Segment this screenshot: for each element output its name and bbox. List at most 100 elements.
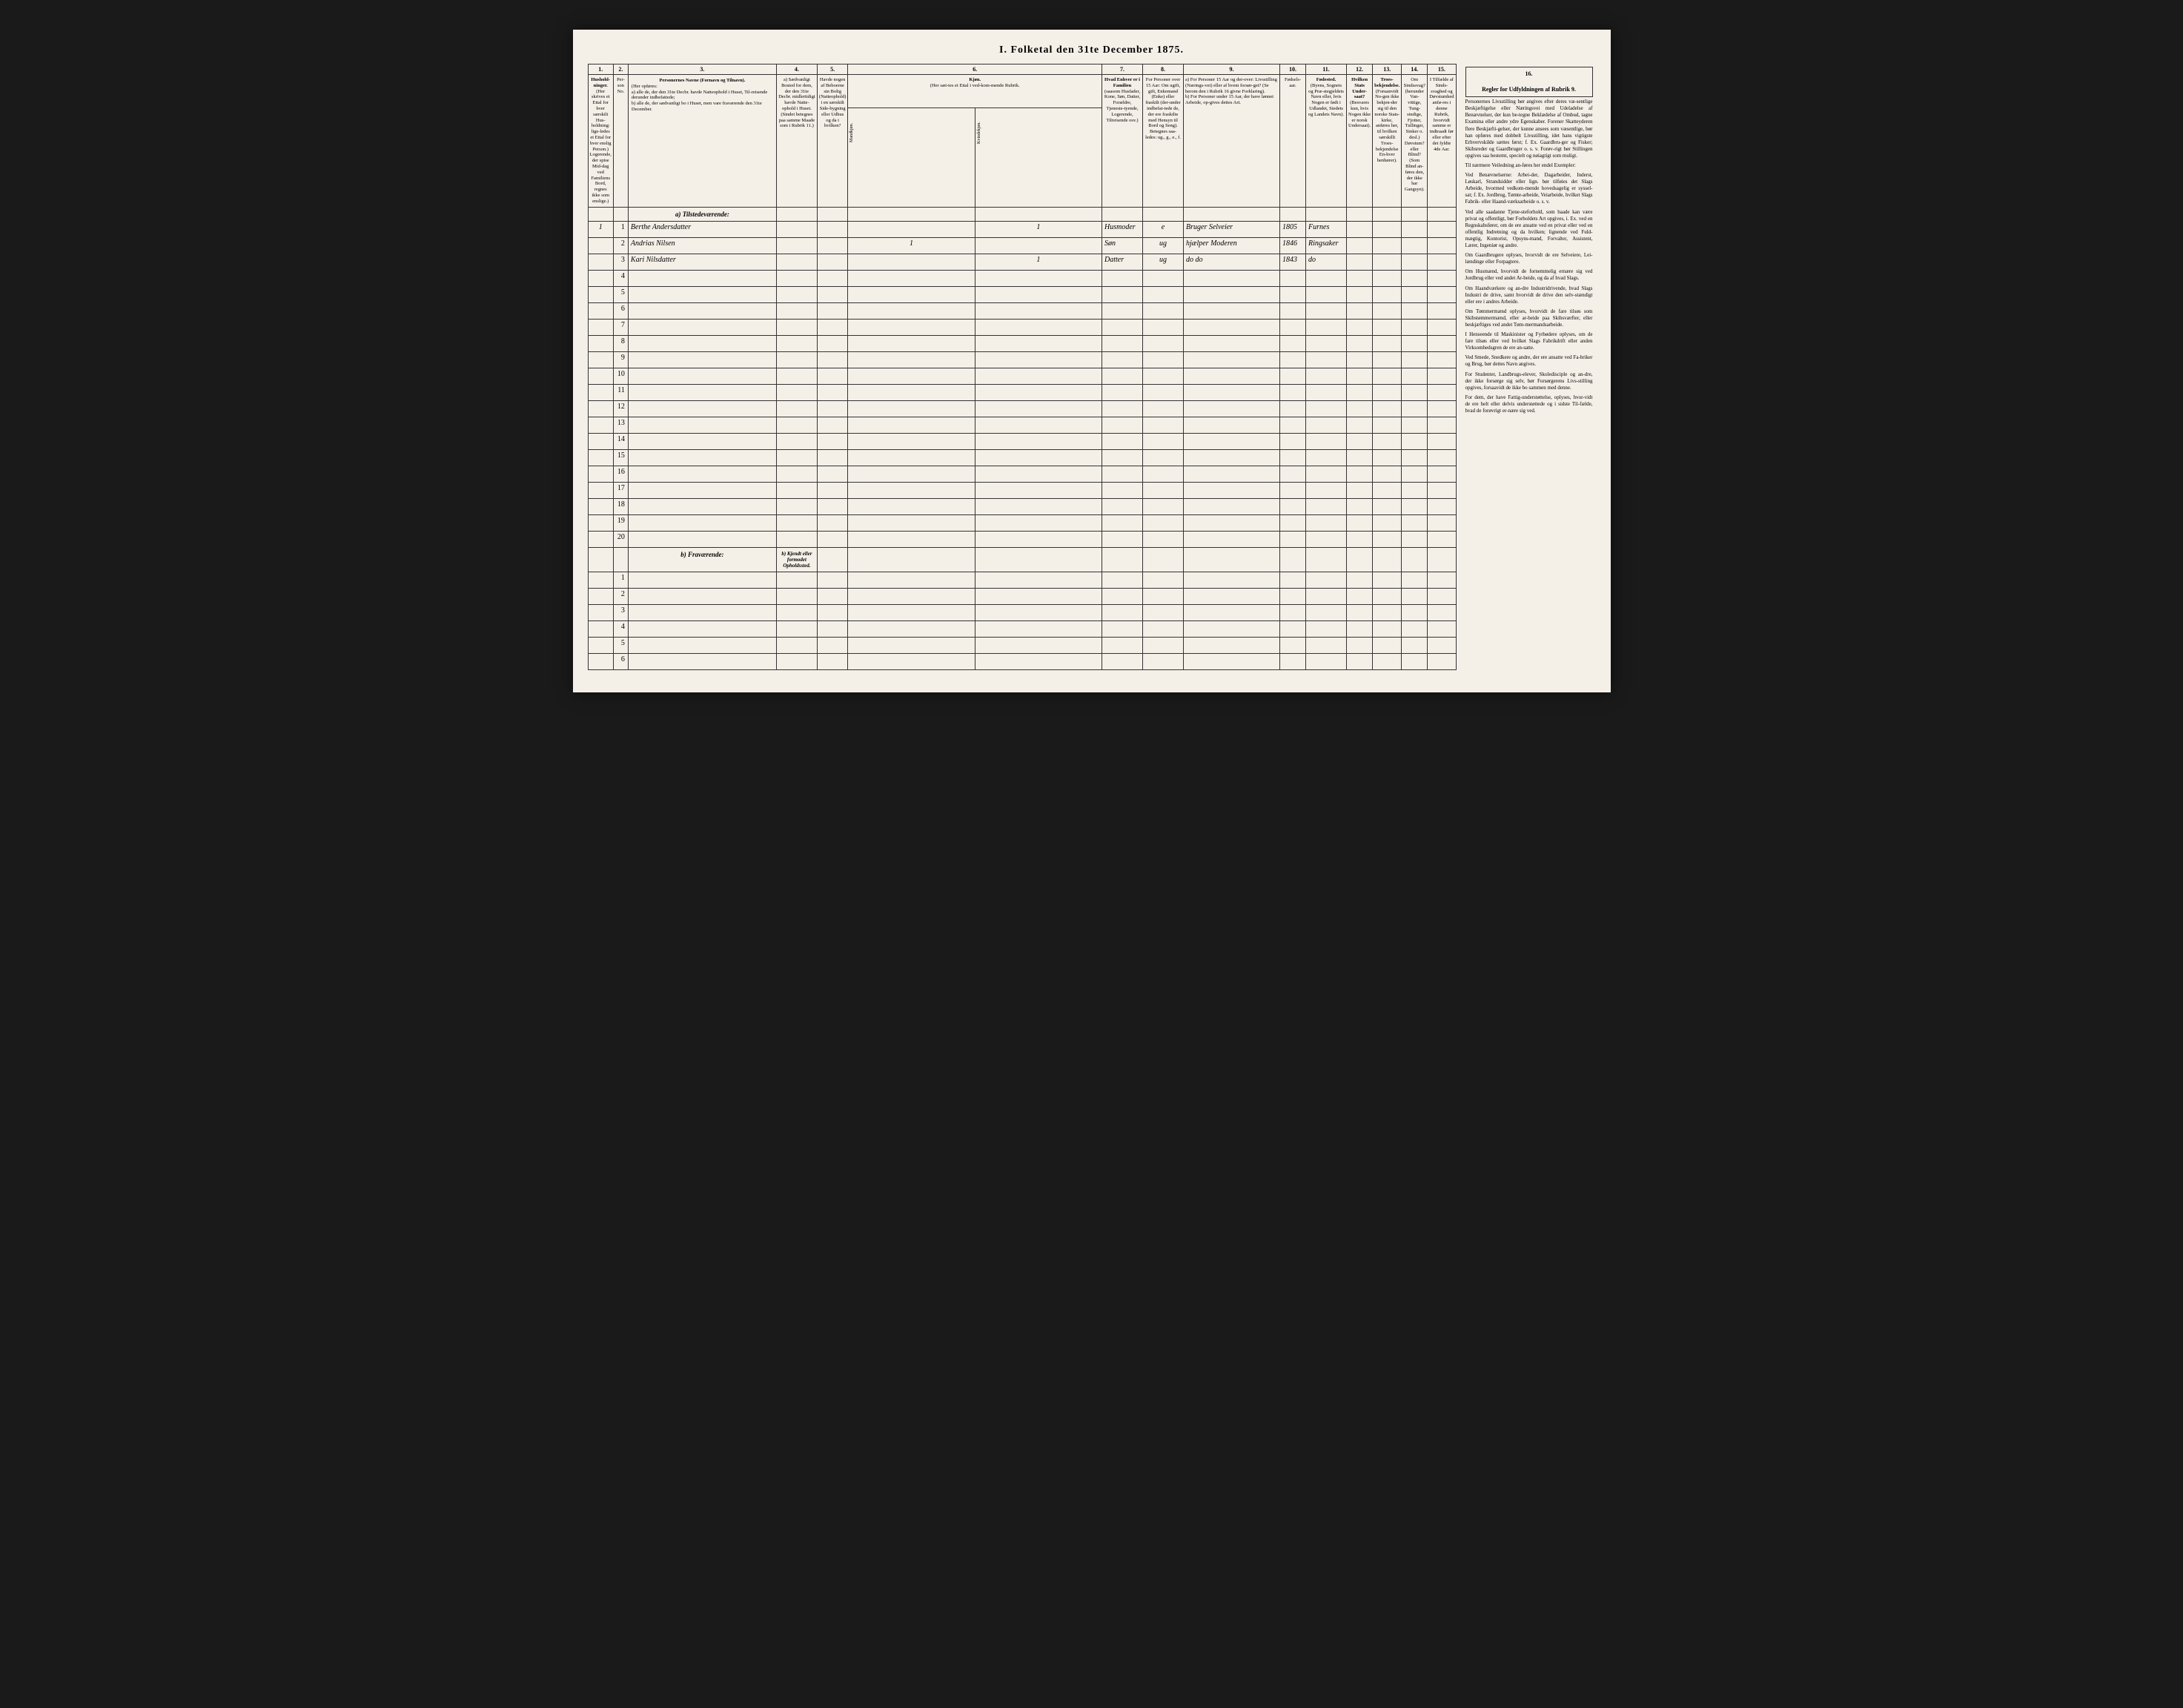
cell <box>1402 433 1428 449</box>
cell <box>1402 620 1428 637</box>
cell <box>848 400 975 417</box>
cell <box>1184 335 1280 351</box>
cell <box>1280 417 1306 433</box>
census-table: 1. 2. 3. 4. 5. 6. 7. 8. 9. 10. 11. 12. 1… <box>588 64 1457 670</box>
table-row: 15 <box>588 449 1456 466</box>
header-col3: Personernes Navne (Fornavn og Tilnavn). … <box>628 75 776 208</box>
row-number: 15 <box>613 449 628 466</box>
table-row: 8 <box>588 335 1456 351</box>
col-num: 11. <box>1306 64 1347 75</box>
cell <box>848 531 975 547</box>
cell <box>776 237 817 254</box>
cell <box>628 466 776 482</box>
cell <box>1280 335 1306 351</box>
cell <box>776 531 817 547</box>
cell <box>588 351 613 368</box>
table-row: 19 <box>588 514 1456 531</box>
cell <box>1102 368 1143 384</box>
cell <box>1184 351 1280 368</box>
cell <box>1402 604 1428 620</box>
cell <box>613 207 628 221</box>
table-row: 3 Kari Nilsdatter 1 Datter ug do do 1843… <box>588 254 1456 270</box>
cell <box>1347 335 1373 351</box>
cell <box>1184 270 1280 286</box>
cell <box>1373 368 1402 384</box>
cell <box>1306 433 1347 449</box>
cell <box>1280 384 1306 400</box>
cell <box>588 254 613 270</box>
cell <box>1102 604 1143 620</box>
cell <box>1428 547 1456 572</box>
cell <box>1428 531 1456 547</box>
section-absent-col4: b) Kjendt eller formodet Opholdssted. <box>776 547 817 572</box>
cell <box>1102 466 1143 482</box>
cell <box>776 221 817 237</box>
cell <box>588 572 613 588</box>
cell <box>1347 466 1373 482</box>
cell <box>588 637 613 653</box>
cell <box>1143 433 1184 449</box>
cell <box>1428 237 1456 254</box>
cell <box>848 254 975 270</box>
column-numbers-row: 1. 2. 3. 4. 5. 6. 7. 8. 9. 10. 11. 12. 1… <box>588 64 1456 75</box>
cell <box>1102 531 1143 547</box>
cell <box>588 620 613 637</box>
cell <box>975 482 1102 498</box>
cell <box>1402 351 1428 368</box>
cell <box>1373 572 1402 588</box>
row-number: 6 <box>613 302 628 319</box>
cell <box>776 433 817 449</box>
cell <box>1280 498 1306 514</box>
cell <box>1402 302 1428 319</box>
cell <box>975 604 1102 620</box>
instruction-paragraph: Ved alle saadanne Tjene-steforhold, som … <box>1465 209 1593 250</box>
cell <box>1373 588 1402 604</box>
header-col7: Hvad Enhver er i Familien (saasom Husfad… <box>1102 75 1143 208</box>
cell <box>1143 466 1184 482</box>
cell <box>848 653 975 669</box>
cell <box>1373 384 1402 400</box>
cell <box>1143 514 1184 531</box>
cell <box>975 286 1102 302</box>
cell <box>1402 637 1428 653</box>
cell <box>817 400 847 417</box>
cell <box>1373 286 1402 302</box>
col16-header: 16. Regler for Udfyldningen af Rubrik 9. <box>1465 67 1593 97</box>
cell <box>1102 286 1143 302</box>
cell <box>817 351 847 368</box>
col-num: 7. <box>1102 64 1143 75</box>
cell <box>1347 302 1373 319</box>
cell <box>1184 620 1280 637</box>
cell <box>1102 482 1143 498</box>
cell <box>776 319 817 335</box>
cell <box>975 620 1102 637</box>
cell: hjælper Moderen <box>1184 237 1280 254</box>
cell <box>1306 588 1347 604</box>
cell <box>1102 637 1143 653</box>
cell <box>1143 547 1184 572</box>
cell <box>588 588 613 604</box>
cell <box>628 588 776 604</box>
cell <box>975 653 1102 669</box>
cell <box>1373 653 1402 669</box>
instruction-paragraph: Om Husmænd, hvorvidt de fornemmelig ernæ… <box>1465 268 1593 282</box>
header-text: (Her skrives et Ettal for hver særskilt … <box>590 89 612 152</box>
cell: 1805 <box>1280 221 1306 237</box>
cell <box>1306 270 1347 286</box>
cell <box>817 302 847 319</box>
col-num: 1. <box>588 64 613 75</box>
header-col1: Hushold-ninger. (Her skrives et Ettal fo… <box>588 75 613 208</box>
cell <box>1347 221 1373 237</box>
cell <box>1280 531 1306 547</box>
cell <box>776 498 817 514</box>
cell <box>1306 207 1347 221</box>
table-row: 2 <box>588 588 1456 604</box>
cell <box>817 588 847 604</box>
cell <box>975 270 1102 286</box>
instruction-paragraph: Personernes Livsstilling bør angives eft… <box>1465 99 1593 159</box>
col-num: 8. <box>1143 64 1184 75</box>
cell <box>1373 531 1402 547</box>
main-container: 1. 2. 3. 4. 5. 6. 7. 8. 9. 10. 11. 12. 1… <box>588 64 1596 670</box>
cell <box>1280 588 1306 604</box>
cell <box>975 335 1102 351</box>
